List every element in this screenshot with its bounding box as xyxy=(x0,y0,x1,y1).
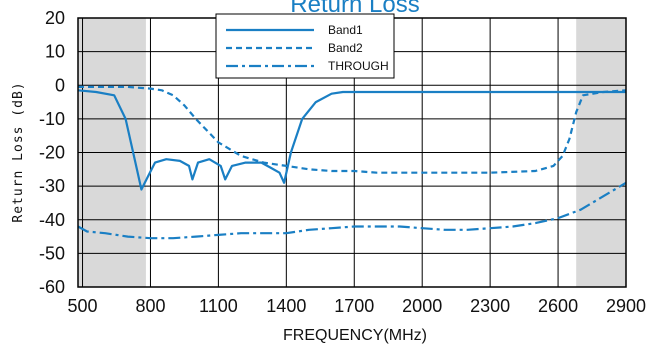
legend: Band1 Band2 THROUGH xyxy=(215,13,395,79)
series-line-through xyxy=(77,181,627,240)
y-tick-label: -60 xyxy=(39,277,65,297)
x-tick-label: 1400 xyxy=(266,296,306,316)
x-axis-title: FREQUENCY(MHz) xyxy=(283,327,427,344)
y-tick-label: -40 xyxy=(39,210,65,230)
x-tick-label: 500 xyxy=(68,296,98,316)
y-tick-label: 0 xyxy=(55,75,65,95)
legend-label-band2: Band2 xyxy=(328,41,363,55)
x-tick-label: 2300 xyxy=(470,296,510,316)
y-tick-label: -30 xyxy=(39,176,65,196)
legend-label-band1: Band1 xyxy=(328,23,363,37)
y-tick-label: -10 xyxy=(39,109,65,129)
x-tick-label: 2900 xyxy=(606,296,646,316)
x-tick-label: 1100 xyxy=(199,296,238,316)
series-line-band1 xyxy=(77,89,626,191)
y-axis-title: Return Loss (dB) xyxy=(11,81,26,222)
tick-labels: 500 800 1100 1400 1700 2000 2300 2600 2900 20 10 0 -… xyxy=(39,8,646,316)
x-tick-label: 1700 xyxy=(334,296,374,316)
x-tick-label: 2000 xyxy=(402,296,442,316)
series-line-band2 xyxy=(78,85,627,174)
y-tick-label: 10 xyxy=(45,42,65,62)
y-tick-label: -20 xyxy=(39,143,65,163)
legend-box xyxy=(215,13,395,79)
y-tick-label: -50 xyxy=(39,243,65,263)
y-tick-label: 20 xyxy=(45,8,65,28)
x-tick-label: 800 xyxy=(135,296,165,316)
legend-label-through: THROUGH xyxy=(328,59,389,73)
series-lines xyxy=(77,85,627,240)
x-tick-label: 2600 xyxy=(538,296,578,316)
